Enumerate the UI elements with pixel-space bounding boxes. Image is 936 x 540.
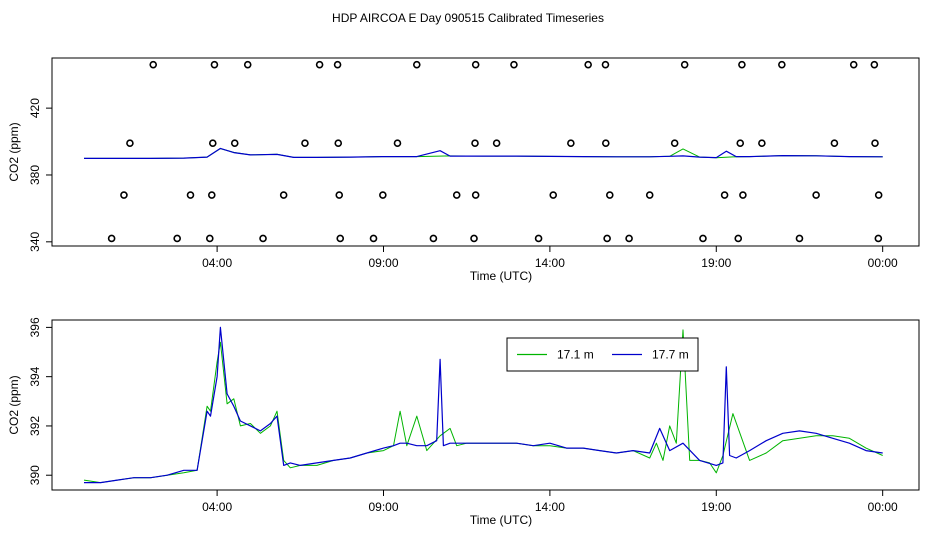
y-axis-label: CO2 (ppm) <box>7 375 21 434</box>
calibration-point <box>736 139 745 148</box>
y-tick-label: 340 <box>28 231 42 251</box>
calibration-point <box>334 139 343 148</box>
calibration-point <box>335 191 344 199</box>
calibration-point <box>412 60 421 69</box>
calibration-point <box>778 60 786 69</box>
x-tick-label: 19:00 <box>701 256 731 270</box>
x-tick-label: 09:00 <box>368 256 398 270</box>
calibration-point <box>670 139 679 148</box>
calibration-point <box>874 191 883 199</box>
calibration-point <box>207 191 216 199</box>
calibration-point <box>301 139 309 148</box>
calibration-point <box>471 139 479 148</box>
calibration-point <box>120 191 128 199</box>
x-axis-label: Time (UTC) <box>470 513 532 527</box>
x-tick-label: 04:00 <box>202 500 232 514</box>
calibration-point <box>871 139 879 148</box>
calibration-point <box>849 60 858 69</box>
calibration-point <box>173 234 181 243</box>
legend-box <box>506 337 699 372</box>
calibration-point <box>471 191 480 199</box>
calibration-point <box>605 191 614 199</box>
calibration-point <box>567 139 575 148</box>
calibration-point <box>603 234 611 243</box>
calibration-point <box>259 234 267 243</box>
calibration-point <box>534 234 543 243</box>
calibration-point <box>645 191 654 199</box>
x-tick-label: 00:00 <box>868 500 898 514</box>
calibration-point <box>186 191 195 199</box>
calibration-point <box>208 139 217 148</box>
calibration-point <box>205 234 214 243</box>
x-tick-label: 09:00 <box>368 500 398 514</box>
calibration-point <box>243 60 252 69</box>
calibration-point <box>279 191 288 199</box>
series-line-2 <box>84 326 883 484</box>
calibration-point <box>870 60 879 69</box>
legend-label-2: 17.7 m <box>652 348 689 362</box>
y-axis-label: CO2 (ppm) <box>7 122 21 181</box>
y-tick-label: 394 <box>28 366 42 386</box>
y-tick-label: 420 <box>28 98 42 118</box>
x-tick-label: 14:00 <box>535 500 565 514</box>
x-tick-label: 19:00 <box>701 500 731 514</box>
calibration-point <box>126 139 134 148</box>
calibration-point <box>720 191 729 199</box>
chart-title: HDP AIRCOA E Day 090515 Calibrated Times… <box>332 11 604 25</box>
calibration-point <box>734 234 743 243</box>
calibration-point <box>369 234 378 243</box>
plot-frame <box>51 319 920 491</box>
calibration-point <box>812 191 820 199</box>
calibration-point <box>680 60 689 69</box>
calibration-point <box>601 139 610 148</box>
y-tick-label: 380 <box>28 165 42 185</box>
calibration-point <box>795 234 804 243</box>
y-tick-label: 392 <box>28 416 42 436</box>
calibration-point <box>738 60 746 69</box>
calibration-point <box>315 60 324 69</box>
calibration-point <box>830 139 839 148</box>
calibration-point <box>492 139 501 148</box>
calibration-point <box>625 234 633 243</box>
calibration-point <box>874 234 883 243</box>
calibration-point <box>601 60 610 69</box>
calibration-point <box>336 234 345 243</box>
x-axis-label: Time (UTC) <box>470 269 532 283</box>
plot-frame <box>51 57 920 247</box>
top-panel: 04:00 09:00 14:00 19:00 00:00 340 380 420 Time (… <box>7 57 920 283</box>
series-line-1 <box>83 329 883 484</box>
calibration-point <box>107 234 116 243</box>
calibration-point <box>230 139 239 148</box>
y-tick-label: 390 <box>28 465 42 485</box>
x-tick-label: 00:00 <box>868 256 898 270</box>
y-tick-label: 396 <box>28 317 42 337</box>
calibration-point <box>739 191 747 199</box>
calibration-point <box>393 139 402 148</box>
calibration-point <box>699 234 707 243</box>
calibration-point <box>379 191 387 199</box>
calibration-point <box>333 60 342 69</box>
x-tick-label: 04:00 <box>202 256 232 270</box>
bottom-panel: 04:00 09:00 14:00 19:00 00:00 390 392 394 396 Tim… <box>7 317 920 527</box>
calibration-point <box>210 60 219 69</box>
calibration-point <box>758 139 766 148</box>
x-tick-label: 14:00 <box>535 256 565 270</box>
calibration-point <box>149 60 158 69</box>
calibration-point <box>471 60 480 69</box>
series-line-2 <box>84 147 883 159</box>
calibration-point <box>584 60 592 69</box>
legend-label-1: 17.1 m <box>557 348 594 362</box>
calibration-point <box>549 191 558 199</box>
calibration-point <box>510 60 518 69</box>
calibration-point <box>470 234 478 243</box>
calibration-point <box>429 234 438 243</box>
calibration-point <box>452 191 461 199</box>
